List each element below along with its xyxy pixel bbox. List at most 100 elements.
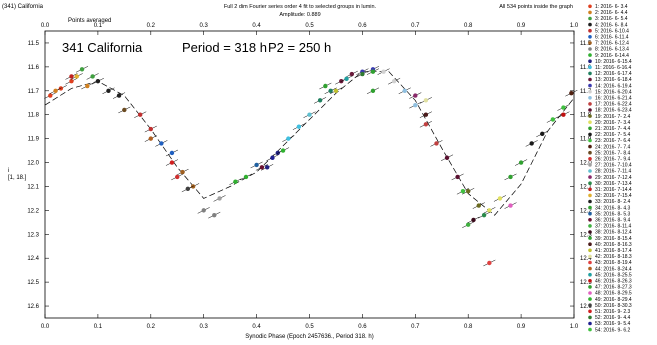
legend-entry: 20: 2016- 7- 3.4 [595, 120, 631, 126]
legend-marker [588, 211, 592, 216]
legend-entry: 27: 2016- 7-10.4 [595, 163, 632, 169]
data-point [370, 88, 376, 93]
legend-marker [588, 47, 592, 51]
legend-entry: 3: 2016- 6- 5.4 [595, 16, 628, 22]
p2-label: P2 = 250 h [268, 40, 331, 55]
legend-marker [588, 16, 592, 21]
data-point [423, 112, 429, 117]
y-tick-label-left: 12.4 [27, 256, 39, 262]
legend-entry: 13: 2016- 6-18.4 [595, 77, 632, 83]
x-tick-label-bottom: 0.2 [147, 324, 156, 330]
data-point [307, 112, 312, 117]
data-point [138, 112, 143, 117]
legend-marker [588, 96, 592, 100]
x-tick-label-top: 0.7 [411, 23, 420, 29]
data-point [497, 196, 503, 201]
legend-marker [588, 102, 592, 106]
header-points-count: All 534 points inside the graph [499, 4, 573, 10]
legend-marker [588, 205, 592, 210]
legend-entry: 29: 2016- 7-12.4 [595, 175, 632, 181]
y-tick-label-right: 12.4 [580, 256, 592, 262]
x-tick-label-bottom: 1.0 [570, 324, 579, 330]
y-tick-label-right: 11.7 [580, 89, 592, 95]
legend-marker [588, 71, 592, 76]
legend-entry: 34: 2016- 8- 4.3 [595, 205, 631, 211]
legend-marker [588, 138, 592, 143]
x-axis-label: Synodic Phase (Epoch 2457636., Period 31… [245, 334, 373, 340]
data-point [569, 90, 574, 96]
y-tick-label-left: 11.7 [28, 89, 40, 95]
legend-entry: 42: 2016- 8-18.3 [595, 254, 632, 260]
data-point [159, 141, 164, 146]
legend-entry: 32: 2016- 7-15.4 [595, 193, 632, 199]
data-point [254, 162, 259, 168]
data-point [243, 174, 249, 180]
legend-marker [588, 266, 592, 271]
legend-marker [588, 132, 592, 137]
legend-marker [588, 120, 592, 124]
header-fit-info: Full 2 dim Fourier series order 4 fit to… [224, 4, 377, 10]
data-point [69, 79, 74, 84]
data-point [402, 88, 407, 93]
data-point [296, 124, 302, 129]
legend-entry: 43: 2016- 8-19.4 [595, 260, 632, 266]
legend-entry: 48: 2016- 8-29.5 [595, 291, 632, 297]
data-point [317, 98, 323, 103]
data-point [455, 174, 460, 180]
y-tick-label-right: 12.1 [580, 184, 592, 190]
legend-entry: 28: 2016- 7-11.4 [595, 169, 632, 175]
x-tick-label-top: 0.0 [41, 23, 50, 29]
legend-marker [588, 35, 592, 39]
data-point [185, 186, 191, 192]
data-point [466, 189, 471, 194]
data-point [53, 88, 58, 93]
x-tick-label-bottom: 0.9 [517, 324, 526, 330]
legend-entry: 50: 2016- 8-30.3 [595, 303, 632, 309]
legend-entry: 16: 2016- 6-21.4 [595, 96, 632, 102]
legend-marker [588, 108, 592, 112]
legend-marker [588, 10, 592, 15]
legend-entry: 37: 2016- 8-11.4 [595, 224, 632, 230]
x-tick-label-bottom: 0.8 [464, 324, 473, 330]
y-tick-label-right: 11.5 [580, 41, 592, 47]
data-point [487, 208, 492, 213]
data-point [471, 217, 476, 223]
x-tick-label-top: 0.5 [305, 23, 314, 29]
legend-marker [588, 150, 592, 155]
data-point [259, 165, 265, 170]
legend-entry: 9: 2016- 6-14.4 [595, 53, 629, 59]
legend-marker [588, 260, 592, 265]
legend-entry: 8: 2016- 6-13.4 [595, 47, 629, 53]
legend-marker [588, 126, 592, 131]
x-tick-label-bottom: 0.6 [358, 324, 367, 330]
legend-marker [588, 230, 592, 234]
y-tick-label-left: 12.5 [27, 280, 39, 286]
legend-marker [588, 285, 592, 289]
data-point [323, 83, 328, 89]
period-label: Period = 318 h [182, 40, 267, 55]
legend-entry: 19: 2016- 7- 2.4 [595, 114, 631, 120]
y-axis-label: i [1, 18.] [8, 168, 27, 181]
data-point [74, 74, 79, 79]
data-point [561, 105, 566, 110]
header-amplitude: Amplitude: 0.889 [279, 12, 320, 18]
legend-entry: 46: 2016- 8-26.3 [595, 279, 632, 285]
legend-entry: 47: 2016- 8-27.3 [595, 285, 632, 291]
legend-marker [588, 187, 592, 192]
data-point [175, 174, 180, 180]
legend-marker [588, 315, 592, 320]
y-tick-label-right: 12.2 [580, 208, 592, 214]
plot-frame [44, 30, 575, 319]
y-tick-label-right: 12.5 [580, 280, 592, 286]
data-point [508, 174, 513, 180]
legend-marker [588, 193, 592, 198]
data-point [529, 141, 534, 146]
data-point [85, 83, 90, 89]
legend-marker [588, 41, 592, 45]
x-tick-label-bottom: 0.3 [200, 324, 209, 330]
x-tick-label-top: 0.2 [147, 23, 156, 29]
y-tick-label-left: 11.6 [28, 65, 40, 71]
legend-marker [588, 22, 592, 27]
data-point [381, 69, 386, 74]
